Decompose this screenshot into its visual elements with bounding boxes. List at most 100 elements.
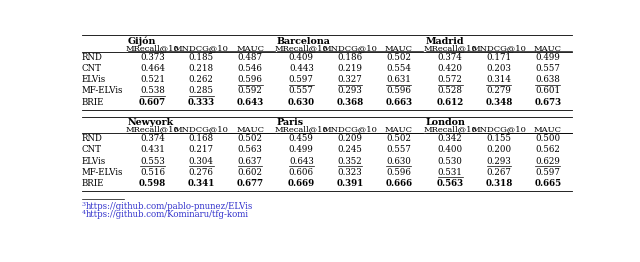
Text: 0.553: 0.553 [140,157,165,166]
Text: 0.276: 0.276 [189,168,214,177]
Text: 0.596: 0.596 [387,86,412,95]
Text: ELVis: ELVis [81,157,106,166]
Text: 0.592: 0.592 [237,86,262,95]
Text: MNDCG@10: MNDCG@10 [174,126,228,134]
Text: 0.400: 0.400 [438,145,463,154]
Text: 0.563: 0.563 [237,145,262,154]
Text: MRecall@10: MRecall@10 [275,45,328,52]
Text: https://github.com/pablo-pnunez/ELVis: https://github.com/pablo-pnunez/ELVis [85,202,253,211]
Text: 0.245: 0.245 [338,145,362,154]
Text: 0.333: 0.333 [188,98,215,107]
Text: 0.666: 0.666 [385,179,412,188]
Text: 0.612: 0.612 [436,98,464,107]
Text: 0.516: 0.516 [140,168,165,177]
Text: 0.285: 0.285 [189,86,214,95]
Text: 0.528: 0.528 [438,86,463,95]
Text: 0.630: 0.630 [288,98,315,107]
Text: Barcelona: Barcelona [277,37,331,46]
Text: 0.352: 0.352 [338,157,362,166]
Text: London: London [426,118,465,127]
Text: 0.631: 0.631 [387,75,412,84]
Text: 0.643: 0.643 [237,98,264,107]
Text: 0.643: 0.643 [289,157,314,166]
Text: 0.318: 0.318 [485,179,513,188]
Text: 0.374: 0.374 [438,53,463,62]
Text: Paris: Paris [277,118,304,127]
Text: 0.293: 0.293 [338,86,362,95]
Text: 0.420: 0.420 [438,64,463,73]
Text: 0.663: 0.663 [385,98,412,107]
Text: 0.431: 0.431 [140,145,165,154]
Text: 0.171: 0.171 [486,53,511,62]
Text: MRecall@10: MRecall@10 [125,126,179,134]
Text: 0.572: 0.572 [438,75,463,84]
Text: 0.669: 0.669 [288,179,315,188]
Text: 0.200: 0.200 [486,145,511,154]
Text: 0.459: 0.459 [289,134,314,143]
Text: 0.531: 0.531 [438,168,463,177]
Text: 0.606: 0.606 [289,168,314,177]
Text: 0.443: 0.443 [289,64,314,73]
Text: 0.267: 0.267 [486,168,511,177]
Text: Madrid: Madrid [426,37,464,46]
Text: 0.499: 0.499 [535,53,560,62]
Text: 0.665: 0.665 [534,179,561,188]
Text: 0.521: 0.521 [140,75,165,84]
Text: 0.557: 0.557 [387,145,412,154]
Text: 0.464: 0.464 [140,64,165,73]
Text: 0.217: 0.217 [189,145,214,154]
Text: 0.327: 0.327 [338,75,362,84]
Text: CNT: CNT [81,64,102,73]
Text: 0.502: 0.502 [387,134,412,143]
Text: 0.502: 0.502 [387,53,412,62]
Text: RND: RND [81,53,102,62]
Text: 0.557: 0.557 [535,64,560,73]
Text: MAUC: MAUC [236,45,264,52]
Text: 3: 3 [81,202,86,207]
Text: 0.530: 0.530 [438,157,463,166]
Text: 0.219: 0.219 [337,64,363,73]
Text: 0.597: 0.597 [535,168,560,177]
Text: 0.673: 0.673 [534,98,561,107]
Text: RND: RND [81,134,102,143]
Text: Newyork: Newyork [128,118,174,127]
Text: Gijón: Gijón [128,37,156,46]
Text: MAUC: MAUC [534,126,562,134]
Text: 0.499: 0.499 [289,145,314,154]
Text: 0.538: 0.538 [140,86,165,95]
Text: MAUC: MAUC [534,45,562,52]
Text: MNDCG@10: MNDCG@10 [472,126,526,134]
Text: 0.629: 0.629 [535,157,560,166]
Text: 0.304: 0.304 [189,157,214,166]
Text: MNDCG@10: MNDCG@10 [323,45,378,52]
Text: 0.262: 0.262 [189,75,214,84]
Text: 0.209: 0.209 [337,134,363,143]
Text: MNDCG@10: MNDCG@10 [323,126,378,134]
Text: 0.314: 0.314 [486,75,511,84]
Text: 0.597: 0.597 [289,75,314,84]
Text: 4: 4 [81,210,86,215]
Text: 0.562: 0.562 [535,145,560,154]
Text: 0.602: 0.602 [237,168,262,177]
Text: 0.637: 0.637 [237,157,262,166]
Text: 0.203: 0.203 [486,64,511,73]
Text: 0.554: 0.554 [387,64,412,73]
Text: 0.546: 0.546 [237,64,262,73]
Text: 0.598: 0.598 [139,179,166,188]
Text: https://github.com/Kominaru/tfg-komi: https://github.com/Kominaru/tfg-komi [85,210,248,220]
Text: 0.557: 0.557 [289,86,314,95]
Text: 0.563: 0.563 [436,179,463,188]
Text: 0.391: 0.391 [337,179,364,188]
Text: 0.348: 0.348 [485,98,513,107]
Text: 0.607: 0.607 [139,98,166,107]
Text: MRecall@10: MRecall@10 [423,126,477,134]
Text: MF-ELVis: MF-ELVis [81,86,123,95]
Text: MNDCG@10: MNDCG@10 [174,45,228,52]
Text: 0.185: 0.185 [189,53,214,62]
Text: MAUC: MAUC [385,126,413,134]
Text: 0.368: 0.368 [337,98,364,107]
Text: 0.502: 0.502 [237,134,262,143]
Text: MNDCG@10: MNDCG@10 [472,45,526,52]
Text: BRIE: BRIE [81,179,104,188]
Text: 0.155: 0.155 [486,134,511,143]
